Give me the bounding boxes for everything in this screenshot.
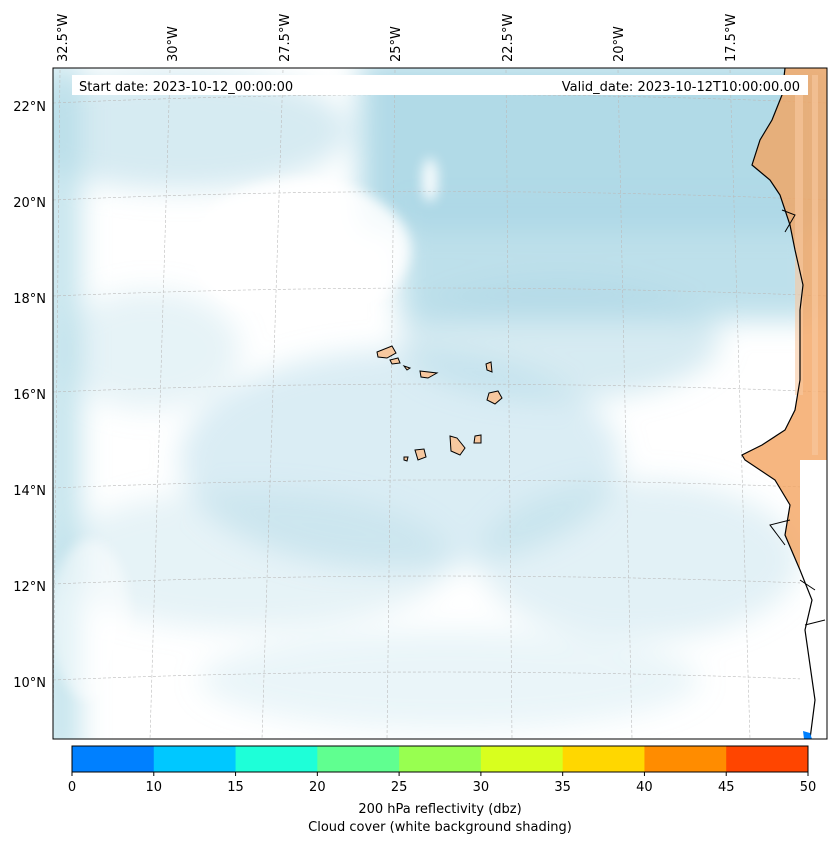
lat-label: 20°N (13, 196, 46, 211)
lat-label: 16°N (13, 388, 46, 403)
cape-verde-islands (376, 345, 503, 462)
lon-label: 20°W (612, 26, 627, 62)
coastline-inlets (769, 209, 826, 626)
lon-label: 30°W (166, 26, 181, 62)
lon-label: 22.5°W (501, 14, 516, 62)
colorbar-tick-label: 0 (68, 780, 76, 795)
colorbar-bin (726, 746, 809, 772)
info-box: Start date: 2023-10-12_00:00:00 Valid_da… (72, 75, 808, 95)
colorbar-frame (71, 745, 809, 773)
latitude-labels: 22°N 20°N 18°N 16°N 14°N 12°N 10°N (13, 100, 46, 691)
colorbar-tick-label: 35 (554, 780, 571, 795)
reflectivity-speck (803, 731, 812, 739)
graticule (53, 69, 827, 739)
lon-label: 27.5°W (278, 14, 293, 62)
africa-shading-bands (795, 75, 818, 455)
lat-label: 10°N (13, 676, 46, 691)
lon-label: 17.5°W (724, 14, 739, 62)
lat-label: 22°N (13, 100, 46, 115)
colorbar-tick-label: 45 (718, 780, 735, 795)
colorbar-bin (480, 746, 564, 772)
colorbar-tick-label: 50 (800, 780, 817, 795)
start-date-text: Start date: 2023-10-12_00:00:00 (79, 80, 293, 95)
colorbar-sublabel: Cloud cover (white background shading) (308, 820, 572, 835)
island-sao-nicolau (419, 370, 439, 379)
lat-label: 14°N (13, 484, 46, 499)
longitude-labels: 32.5°W 30°W 27.5°W 25°W 22.5°W 20°W 17.5… (56, 14, 739, 62)
island-brava (403, 456, 409, 462)
island-santiago (449, 435, 466, 456)
colorbar-tick-label: 25 (391, 780, 408, 795)
island-fogo (414, 448, 427, 461)
colorbar-tick-label: 20 (309, 780, 326, 795)
lon-label: 32.5°W (56, 14, 71, 62)
map-area (53, 68, 827, 739)
lon-label: 25°W (389, 26, 404, 62)
colorbar-bin (317, 746, 400, 772)
island-santa-luzia (402, 365, 412, 371)
colorbar-bin (72, 746, 155, 772)
lat-label: 18°N (13, 292, 46, 307)
colorbar-bin (399, 746, 482, 772)
colorbar-bin (153, 746, 237, 772)
colorbar-swatches (72, 746, 809, 772)
colorbar-bin (235, 746, 318, 772)
colorbar-tick-label: 40 (636, 780, 653, 795)
colorbar-tick-label: 15 (227, 780, 244, 795)
colorbar-label: 200 hPa reflectivity (dbz) (358, 802, 521, 817)
map-frame (52, 67, 828, 740)
island-sal (485, 361, 493, 373)
clear-gaps (53, 158, 438, 700)
colorbar-bin (644, 746, 727, 772)
island-santo-antao (376, 345, 397, 359)
island-maio (473, 434, 482, 444)
valid-date-text: Valid_date: 2023-10-12T10:00:00.00 (562, 80, 800, 95)
island-boa-vista (486, 390, 503, 405)
colorbar-ticks: 0 10 15 20 25 30 35 40 45 50 (68, 772, 816, 795)
colorbar: 0 10 15 20 25 30 35 40 45 50 200 hPa reflectivity… (68, 745, 816, 835)
colorbar-tick-label: 10 (146, 780, 163, 795)
colorbar-tick-label: 30 (473, 780, 490, 795)
lat-label: 12°N (13, 580, 46, 595)
coastline (741, 68, 816, 739)
island-sao-vicente (389, 357, 401, 365)
colorbar-bin (562, 746, 645, 772)
